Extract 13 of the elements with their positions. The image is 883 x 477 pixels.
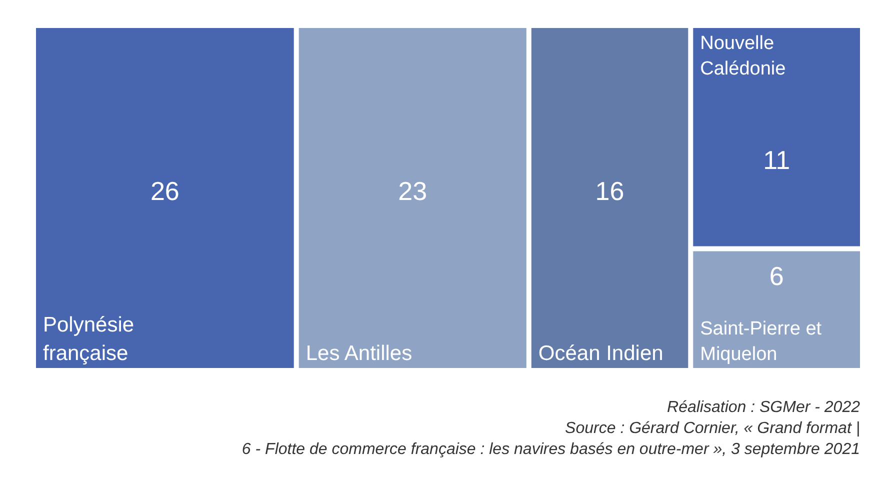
category-label: Nouvelle Calédonie <box>700 33 786 80</box>
text: Réalisation : SGMer - 2022 <box>667 399 860 416</box>
data-label: 6 <box>769 261 784 292</box>
data-label: 26 <box>150 176 180 206</box>
data-label: 23 <box>398 176 428 206</box>
text: 6 - Flotte de commerce française : les navires basés en outre-mer », 3 septembre 2021 <box>242 441 860 458</box>
source-note: Source : Gérard Cornier, « Grand format | <box>565 420 860 437</box>
category-label: Océan Indien <box>538 342 664 365</box>
data-label: 16 <box>595 176 624 206</box>
category-label: Polynésie française <box>43 314 134 365</box>
category-label: Saint-Pierre et Miquelon <box>700 318 822 365</box>
data-label: 11 <box>763 144 790 175</box>
category-label: Les Antilles <box>306 342 412 365</box>
